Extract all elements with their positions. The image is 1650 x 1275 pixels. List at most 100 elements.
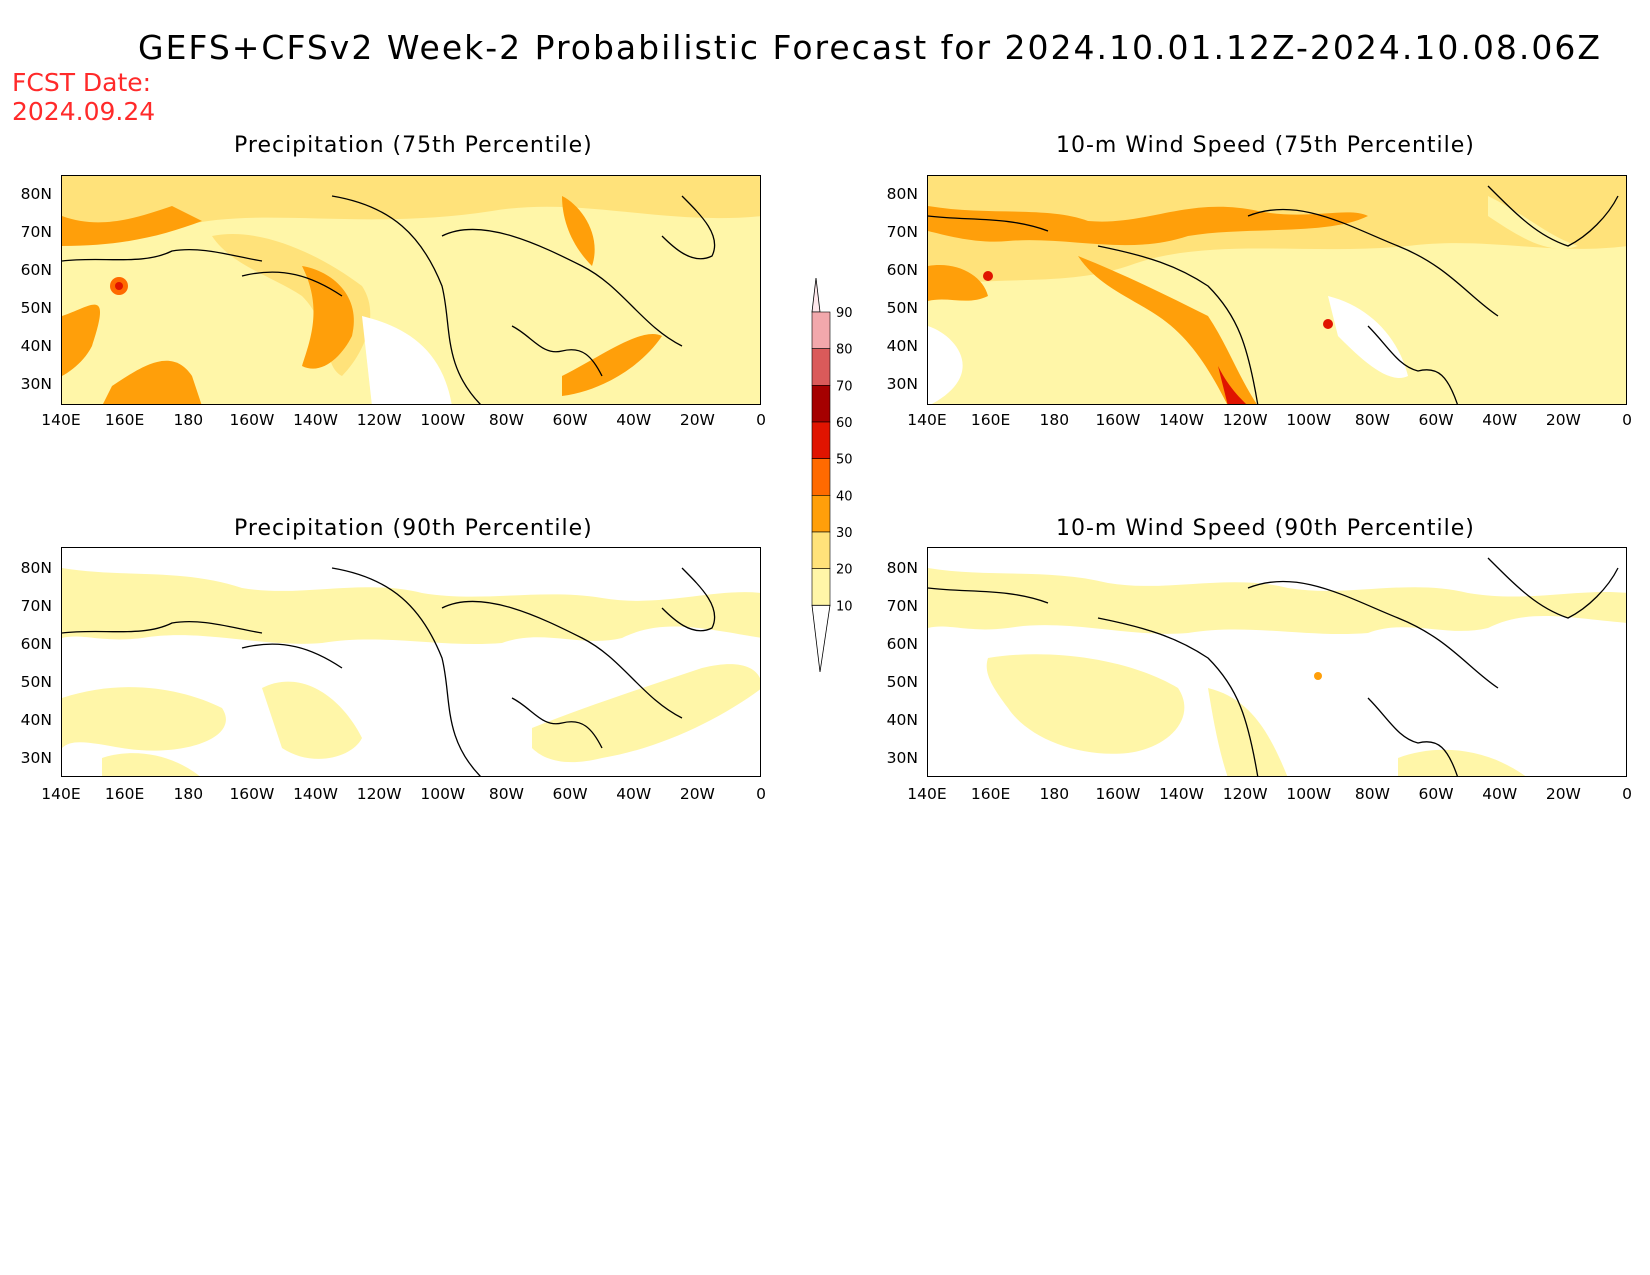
lon-tick: 0 <box>1622 785 1632 803</box>
lon-tick: 160W <box>229 785 275 803</box>
lat-tick: 50N <box>20 299 52 317</box>
colorbar-swatch <box>811 385 831 423</box>
lon-tick: 80W <box>1354 785 1390 803</box>
lat-tick: 80N <box>886 185 918 203</box>
lat-tick: 50N <box>886 673 918 691</box>
colorbar-label: 90 <box>836 306 853 321</box>
lon-tick: 20W <box>1545 785 1581 803</box>
lon-tick: 120W <box>1222 411 1268 429</box>
lon-tick: 140E <box>41 411 81 429</box>
lon-tick: 60W <box>1418 411 1454 429</box>
colorbar-swatch <box>811 311 831 349</box>
forecast-date-label: FCST Date: <box>12 68 152 97</box>
lon-tick: 40W <box>616 785 652 803</box>
forecast-date-block: FCST Date: 2024.09.24 <box>12 68 155 126</box>
colorbar-swatch <box>811 421 831 459</box>
lon-tick: 140E <box>41 785 81 803</box>
page-title: GEFS+CFSv2 Week-2 Probabilistic Forecast… <box>138 28 1602 67</box>
lon-tick: 140E <box>907 785 947 803</box>
lon-tick: 100W <box>420 411 466 429</box>
lon-tick: 20W <box>679 785 715 803</box>
lon-tick: 160W <box>1095 785 1141 803</box>
lon-tick: 180 <box>1039 411 1070 429</box>
colorbar-label: 80 <box>836 343 853 358</box>
lon-tick: 100W <box>1286 411 1332 429</box>
lon-tick: 140W <box>293 411 338 429</box>
colorbar-label: 10 <box>836 599 853 614</box>
lon-tick: 140E <box>907 411 947 429</box>
lon-tick: 160E <box>970 785 1011 803</box>
forecast-date-value: 2024.09.24 <box>12 97 156 126</box>
lon-tick: 80W <box>488 785 524 803</box>
lat-tick: 70N <box>20 223 52 241</box>
colorbar-label: 30 <box>836 526 853 541</box>
lon-tick: 160E <box>104 411 145 429</box>
panel-title-wind-75: 10-m Wind Speed (75th Percentile) <box>1056 133 1475 158</box>
lon-tick: 100W <box>420 785 466 803</box>
lon-tick: 80W <box>1354 411 1390 429</box>
lon-tick: 180 <box>173 785 204 803</box>
lon-tick: 0 <box>756 785 766 803</box>
panel-title-precip-90: Precipitation (90th Percentile) <box>234 516 593 541</box>
lon-tick: 80W <box>488 411 524 429</box>
lon-tick: 100W <box>1286 785 1332 803</box>
colorbar-cap-bottom <box>811 604 831 673</box>
colorbar-label: 20 <box>836 563 853 578</box>
lat-tick: 60N <box>20 635 52 653</box>
lon-tick: 180 <box>1039 785 1070 803</box>
lat-tick: 30N <box>20 375 52 393</box>
lon-tick: 160E <box>970 411 1011 429</box>
lon-tick: 120W <box>356 411 402 429</box>
lat-tick: 80N <box>20 559 52 577</box>
colorbar-cap-top <box>811 277 821 313</box>
colorbar-swatch <box>811 531 831 569</box>
map-precip-75 <box>61 175 761 405</box>
lat-tick: 80N <box>20 185 52 203</box>
lon-tick: 20W <box>679 411 715 429</box>
lon-tick: 160E <box>104 785 145 803</box>
lon-tick: 140W <box>1159 785 1204 803</box>
lon-tick: 160W <box>229 411 275 429</box>
lon-tick: 180 <box>173 411 204 429</box>
colorbar-swatch <box>811 348 831 386</box>
lon-tick: 160W <box>1095 411 1141 429</box>
panel-title-wind-90: 10-m Wind Speed (90th Percentile) <box>1056 516 1475 541</box>
lon-tick: 140W <box>1159 411 1204 429</box>
colorbar-swatch <box>811 495 831 533</box>
lon-tick: 40W <box>616 411 652 429</box>
map-wind-75 <box>927 175 1627 405</box>
map-wind-90 <box>927 547 1627 777</box>
colorbar-label: 40 <box>836 489 853 504</box>
lon-tick: 0 <box>756 411 766 429</box>
lon-tick: 60W <box>552 411 588 429</box>
lat-tick: 50N <box>20 673 52 691</box>
lat-tick: 70N <box>886 223 918 241</box>
colorbar-swatch <box>811 458 831 496</box>
lat-tick: 30N <box>20 749 52 767</box>
lat-tick: 50N <box>886 299 918 317</box>
colorbar: 10 20 30 40 50 60 70 80 90 <box>806 272 866 682</box>
lat-tick: 60N <box>886 261 918 279</box>
lat-tick: 60N <box>20 261 52 279</box>
lat-tick: 70N <box>20 597 52 615</box>
lon-tick: 60W <box>1418 785 1454 803</box>
lon-tick: 60W <box>552 785 588 803</box>
lat-tick: 40N <box>886 711 918 729</box>
colorbar-label: 60 <box>836 416 853 431</box>
lat-tick: 30N <box>886 375 918 393</box>
colorbar-swatch <box>811 568 831 606</box>
lon-tick: 20W <box>1545 411 1581 429</box>
lat-tick: 30N <box>886 749 918 767</box>
lon-tick: 40W <box>1482 785 1518 803</box>
lon-tick: 40W <box>1482 411 1518 429</box>
lon-tick: 140W <box>293 785 338 803</box>
lat-tick: 80N <box>886 559 918 577</box>
lat-tick: 60N <box>886 635 918 653</box>
lat-tick: 70N <box>886 597 918 615</box>
panel-title-precip-75: Precipitation (75th Percentile) <box>234 133 593 158</box>
lon-tick: 0 <box>1622 411 1632 429</box>
colorbar-label: 70 <box>836 379 853 394</box>
colorbar-label: 50 <box>836 453 853 468</box>
map-precip-90 <box>61 547 761 777</box>
lat-tick: 40N <box>886 337 918 355</box>
